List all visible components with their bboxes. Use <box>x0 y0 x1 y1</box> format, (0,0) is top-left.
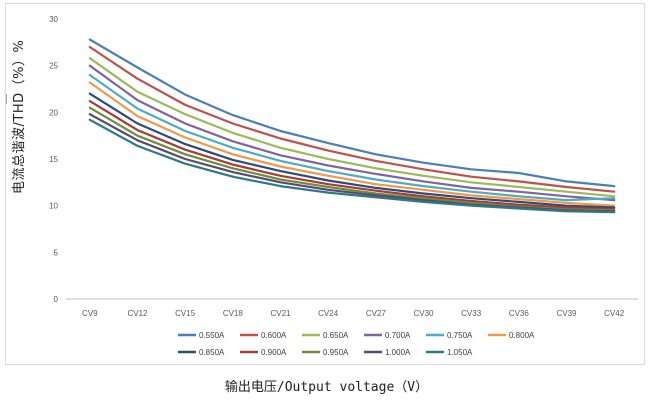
legend-label: 0.600A <box>261 331 287 340</box>
legend-label: 0.550A <box>199 331 225 340</box>
x-tick-label: CV24 <box>318 309 339 318</box>
y-tick-label: 15 <box>49 155 58 164</box>
x-tick-label: CV33 <box>461 309 482 318</box>
y-tick-label: 5 <box>54 248 59 257</box>
y-tick-label: 30 <box>49 15 58 24</box>
series-line-0.800A <box>88 81 616 207</box>
legend-label: 0.700A <box>385 331 411 340</box>
x-tick-labels: CV9 CV12 CV15 CV18 CV21 CV24 CV27 CV30 CV33 CV36 C… <box>82 309 625 318</box>
x-tick-label: CV15 <box>175 309 196 318</box>
y-tick-labels: 0 5 10 15 20 25 30 <box>49 15 58 304</box>
series-lines <box>88 38 616 214</box>
series-line-0.900A <box>88 99 616 211</box>
legend-label: 0.900A <box>261 348 287 357</box>
series-line-0.700A <box>88 64 616 202</box>
legend-label: 0.750A <box>447 331 473 340</box>
y-tick-label: 20 <box>49 108 58 117</box>
legend-label: 0.850A <box>199 348 225 357</box>
series-line-0.600A <box>88 45 616 193</box>
line-chart: 0 5 10 15 20 25 30 CV9 CV12 CV15 CV18 CV21 CV24 CV27… <box>49 15 638 357</box>
y-tick-label: 25 <box>49 62 58 71</box>
x-tick-label: CV18 <box>223 309 244 318</box>
x-tick-label: CV21 <box>270 309 291 318</box>
x-tick-label: CV36 <box>509 309 530 318</box>
x-tick-label: CV27 <box>366 309 387 318</box>
y-tick-label: 0 <box>54 295 59 304</box>
series-line-0.550A <box>88 38 616 188</box>
legend-label: 1.000A <box>385 348 411 357</box>
y-axis-label: 电流总谐波/THD（%）% <box>12 39 27 194</box>
legend-label: 0.650A <box>323 331 349 340</box>
x-tick-label: CV39 <box>556 309 577 318</box>
series-line-0.850A <box>88 92 616 209</box>
legend-label: 0.950A <box>323 348 349 357</box>
chart-area: 0 5 10 15 20 25 30 CV9 CV12 CV15 CV18 CV21 CV24 CV27… <box>5 3 645 365</box>
x-axis-label: 输出电压/Output voltage（V） <box>224 380 429 395</box>
legend-label: 0.800A <box>509 331 535 340</box>
x-tick-label: CV12 <box>127 309 148 318</box>
x-tick-label: CV42 <box>604 309 625 318</box>
y-axis-marker <box>6 94 7 104</box>
x-tick-label: CV9 <box>82 309 98 318</box>
series-line-0.750A <box>88 73 616 202</box>
legend: 0.550A 0.600A 0.650A 0.700A 0.750A 0.800A 0.85… <box>178 331 535 357</box>
y-tick-label: 10 <box>49 202 58 211</box>
series-line-1.050A <box>88 118 616 214</box>
series-line-0.650A <box>88 57 616 198</box>
legend-label: 1.050A <box>447 348 473 357</box>
x-tick-label: CV30 <box>413 309 434 318</box>
